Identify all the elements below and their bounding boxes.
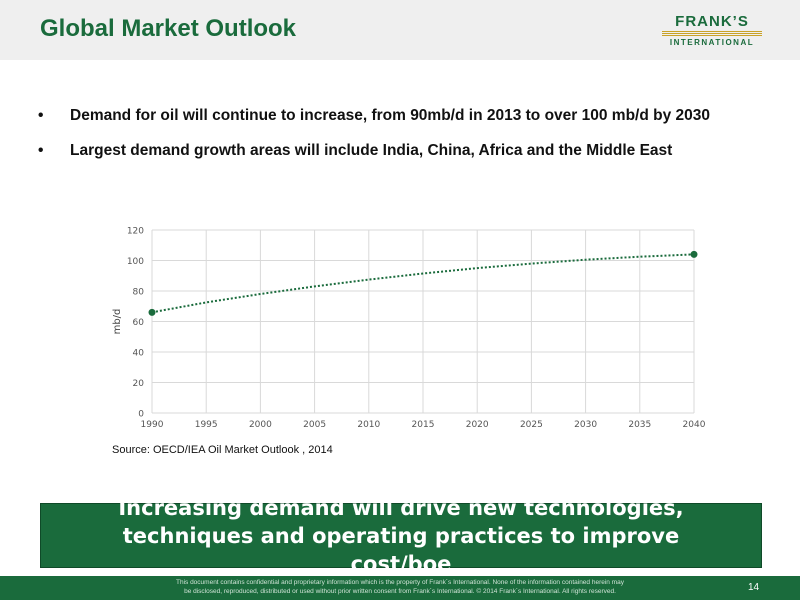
bullet-dot: •: [38, 107, 44, 124]
chart-grid: [151, 229, 695, 414]
x-tick-label: 2040: [683, 420, 706, 430]
x-tick-label: 2035: [628, 420, 651, 430]
bullet-text: Demand for oil will continue to increase…: [70, 107, 710, 124]
y-tick-label: 120: [127, 227, 144, 237]
bullet-dot: •: [38, 142, 44, 159]
chart-series: [148, 250, 698, 316]
y-tick-label: 80: [133, 288, 145, 298]
slide-title: Global Market Outlook: [40, 15, 297, 42]
logo-wordmark: FRANK’S: [675, 13, 749, 30]
x-tick-label: 2020: [466, 420, 489, 430]
series-line: [151, 253, 695, 314]
x-tick-label: 2015: [412, 420, 435, 430]
page-number: 14: [748, 582, 760, 593]
y-axis-ticks: 0 20 40 60 80 100 120: [127, 227, 144, 420]
series-point: [148, 308, 156, 316]
x-tick-label: 2030: [574, 420, 597, 430]
logo-stripes: [662, 31, 762, 37]
x-tick-label: 1995: [195, 420, 218, 430]
disclaimer-line: be disclosed, reproduced, distributed or…: [184, 588, 616, 595]
y-tick-label: 60: [133, 318, 145, 328]
callout-text: Increasing demand will drive new technol…: [118, 495, 684, 576]
y-axis-label: mb/d: [112, 309, 123, 335]
y-tick-label: 40: [133, 349, 145, 359]
bullet-item: • Demand for oil will continue to increa…: [38, 106, 778, 126]
header-band: [0, 0, 800, 60]
bullet-item: • Largest demand growth areas will inclu…: [38, 141, 778, 161]
y-tick-label: 100: [127, 257, 144, 267]
logo-subtitle: INTERNATIONAL: [669, 38, 755, 47]
bullet-text: Largest demand growth areas will include…: [70, 142, 673, 159]
series-point: [690, 250, 698, 258]
x-tick-label: 2005: [303, 420, 326, 430]
x-tick-label: 2000: [249, 420, 272, 430]
footer-disclaimer: This document contains confidential and …: [150, 578, 650, 596]
y-tick-label: 20: [133, 379, 145, 389]
footer-band: This document contains confidential and …: [0, 576, 800, 600]
disclaimer-line: This document contains confidential and …: [175, 579, 625, 586]
chart-source: Source: OECD/IEA Oil Market Outlook , 20…: [112, 444, 333, 456]
x-tick-label: 1990: [141, 420, 164, 430]
x-tick-label: 2010: [357, 420, 380, 430]
y-tick-label: 0: [138, 410, 144, 420]
bullet-list: • Demand for oil will continue to increa…: [38, 106, 778, 176]
x-axis-ticks: 1990 1995 2000 2005 2010 2015 2020 2025 2030 2035…: [141, 420, 706, 430]
x-tick-label: 2025: [520, 420, 543, 430]
callout-box: Increasing demand will drive new technol…: [40, 496, 762, 576]
franks-logo: FRANK’S INTERNATIONAL: [662, 14, 762, 48]
